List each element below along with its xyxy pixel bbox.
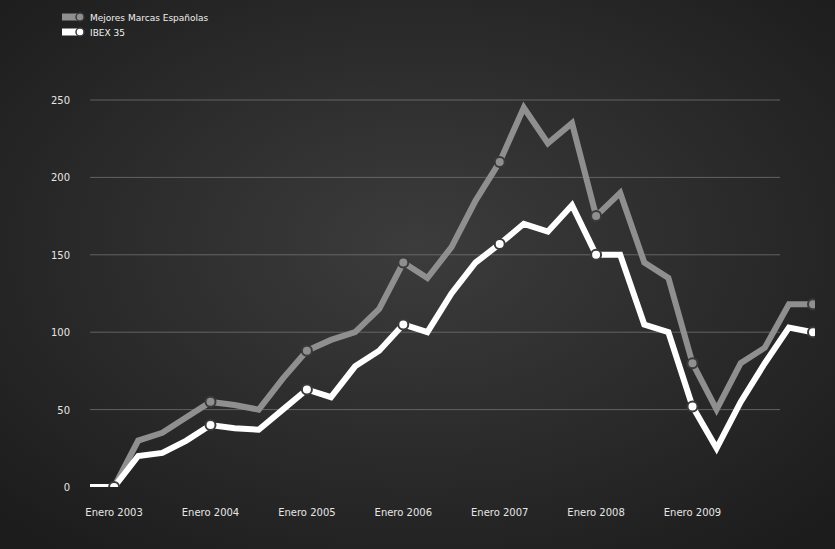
grid-line: [90, 332, 780, 333]
x-tick-label: Enero 2009: [664, 507, 721, 518]
series-marker: [688, 402, 698, 412]
plot-area: [90, 108, 815, 487]
y-tick-label: 250: [51, 95, 70, 106]
background: [0, 0, 835, 549]
x-tick-label: Enero 2007: [471, 507, 528, 518]
series-marker: [302, 384, 312, 394]
series-line: [90, 108, 813, 487]
x-tick-label: Enero 2003: [85, 507, 142, 518]
grid-line: [90, 100, 780, 101]
legend-marker: [76, 13, 84, 21]
legend-label: Mejores Marcas Españolas: [90, 13, 209, 23]
series-marker: [398, 319, 408, 329]
series-line: [90, 205, 813, 487]
series-marker: [302, 346, 312, 356]
y-tick-label: 100: [51, 327, 70, 338]
series-marker: [495, 239, 505, 249]
legend-marker: [76, 28, 84, 36]
chart: 0 50 100 150 200 250 Enero 2003 Enero 2004 Enero…: [0, 0, 835, 549]
y-tick-label: 150: [51, 250, 70, 261]
x-tick-label: Enero 2008: [567, 507, 624, 518]
x-tick-label: Enero 2006: [375, 507, 432, 518]
series-marker: [109, 482, 119, 487]
series-marker: [206, 420, 216, 430]
series-marker: [688, 358, 698, 368]
series-marker: [398, 258, 408, 268]
x-tick-label: Enero 2004: [182, 507, 239, 518]
y-tick-label: 50: [57, 405, 70, 416]
series-marker: [808, 299, 815, 309]
x-tick-label: Enero 2005: [278, 507, 335, 518]
y-tick-label: 200: [51, 172, 70, 183]
series-marker: [591, 250, 601, 260]
grid-line: [90, 177, 780, 178]
grid-line: [90, 254, 780, 255]
y-tick-label: 0: [64, 482, 70, 493]
series-marker: [109, 482, 119, 487]
series-marker: [495, 157, 505, 167]
series-marker: [808, 327, 815, 337]
series-marker: [206, 397, 216, 407]
series-marker: [591, 211, 601, 221]
legend-label: IBEX 35: [90, 28, 125, 38]
